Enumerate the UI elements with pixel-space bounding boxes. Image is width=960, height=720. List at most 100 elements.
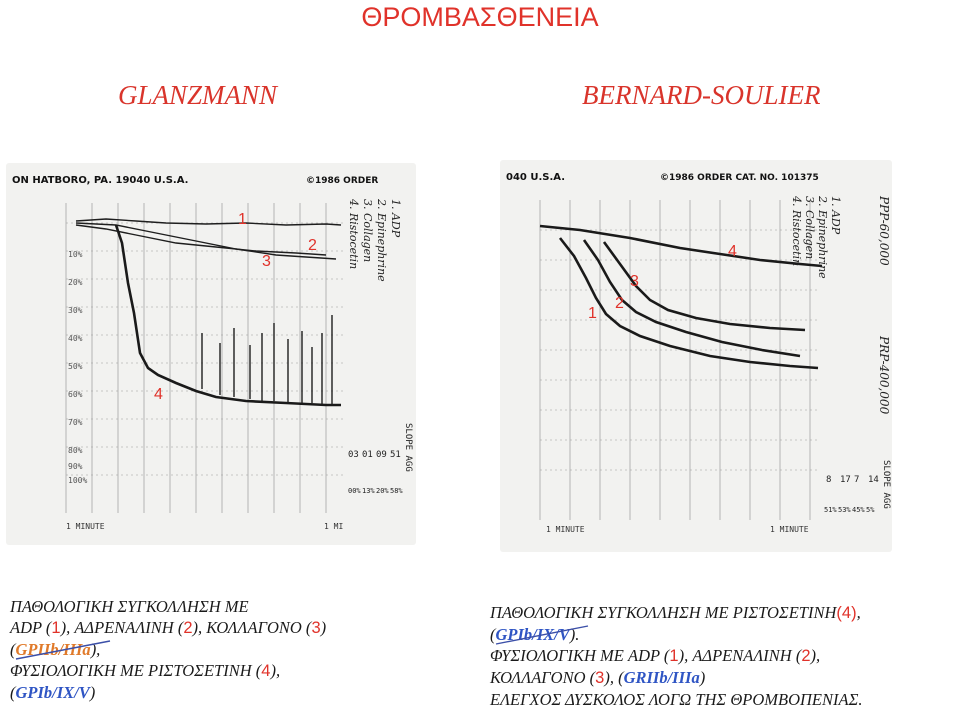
caption-line: ΠΑΘΟΛΟΓΙΚΗ ΣΥΓΚΟΛΛΗΣΗ ΜΕ ΡΙΣΤΟΣΕΤΙΝΗ(4),: [490, 602, 863, 624]
struck-receptor-gpib-ix-v: GPIb/IX/V: [495, 624, 588, 645]
right-slope-header: SLOPE AGG: [881, 460, 891, 509]
right-trace-label-1: 1: [588, 305, 597, 322]
left-slope-value: 51: [390, 450, 401, 460]
right-handwritten-prp: PRP-400,000: [877, 335, 891, 415]
caption-text: ).: [569, 625, 580, 644]
right-side-label: 4. Ristocetin: [790, 195, 803, 266]
left-traces: [75, 218, 342, 407]
left-tick: 60%: [68, 390, 83, 399]
receptor-name: GPIb/IX/V: [495, 625, 570, 644]
left-agg-value: 13%: [362, 487, 375, 495]
right-side-label: 1. ADP: [829, 196, 842, 235]
left-slope-value: 03: [348, 450, 359, 460]
left-values: 03 01 09 51 00% 13% 20% 58%: [348, 450, 403, 495]
right-trace-label-2: 2: [615, 295, 624, 312]
right-handwritten-ppp: PPP-60,000: [877, 195, 891, 266]
caption-text: ): [89, 683, 96, 702]
left-grid: [65, 203, 346, 513]
page-title: ΘΡΟΜΒΑΣΘΕΝΕΙΑ: [361, 2, 599, 32]
left-trace-4-spikes: [201, 315, 333, 405]
right-trace-label-3: 3: [630, 273, 639, 290]
left-tick: 50%: [68, 362, 83, 371]
left-agg-value: 58%: [390, 487, 403, 495]
left-scan-header: ON HATBORO, PA. 19040 U.S.A.: [12, 175, 188, 186]
right-slope-value: 17: [840, 475, 851, 485]
left-tick: 10%: [68, 250, 83, 259]
left-tick: 80%: [68, 446, 83, 455]
caption-line: ΦΥΣΙΟΛΟΓΙΚΗ ΜΕ ΡΙΣΤΟΣΕΤΙΝΗ (4),: [10, 660, 326, 682]
agonist-number: 3: [311, 619, 321, 637]
left-tick: 70%: [68, 418, 83, 427]
caption-text: ), (: [604, 668, 624, 687]
left-tick: 100%: [68, 476, 87, 485]
left-slope-header: SLOPE AGG: [403, 423, 413, 472]
receptor-name: GPIIb/IIIa: [15, 640, 91, 659]
left-tick: 20%: [68, 278, 83, 287]
left-minute-label-right: 1 MI: [324, 522, 343, 531]
left-minute-label: 1 MINUTE: [66, 522, 105, 531]
left-side-labels: 1. ADP 2. Epinephrine 3. Collagen 4. Ris…: [347, 198, 402, 282]
right-side-label: 3. Collagen: [803, 196, 816, 259]
right-trace-1: [558, 237, 819, 370]
left-trace-label-1: 1: [238, 211, 247, 228]
left-side-label: 2. Epinephrine: [375, 198, 388, 282]
right-trace-label-4: 4: [728, 243, 737, 260]
left-side-label: 4. Ristocetin: [347, 198, 360, 269]
right-trace-3: [602, 241, 806, 332]
caption-text: ΠΑΘΟΛΟΓΙΚΗ ΣΥΓΚΟΛΛΗΣΗ ΜΕ ΡΙΣΤΟΣΕΤΙΝΗ: [490, 603, 837, 622]
caption-text: (: [10, 683, 16, 702]
left-percent-ticks: 10% 20% 30% 40% 50% 60% 70% 80% 90% 100%: [68, 250, 87, 485]
agonist-number: 2: [183, 619, 193, 637]
agonist-number: 1: [669, 647, 679, 665]
agonist-number: 1: [51, 619, 61, 637]
right-slope-value: 14: [868, 475, 879, 485]
caption-text: ), ΚΟΛΛΑΓΟΝΟ (: [192, 618, 312, 637]
left-slope-value: 01: [362, 450, 373, 460]
right-grid: [539, 200, 820, 520]
caption-text: ,: [856, 603, 861, 622]
right-handwritten-counts: PPP-60,000 PRP-400,000: [877, 195, 891, 415]
caption-line: (GPIIb/IIIa),: [10, 639, 326, 660]
left-value-column: SLOPE AGG: [403, 423, 413, 472]
right-agg-value: 45%: [852, 506, 865, 514]
right-scan-copyright: ©1986 ORDER CAT. NO. 101375: [660, 173, 819, 183]
left-trace-label-3: 3: [262, 253, 271, 270]
caption-text: ): [320, 618, 327, 637]
left-trace-label-4: 4: [154, 386, 163, 403]
right-trace-4: [539, 224, 823, 268]
left-trace-4: [114, 224, 341, 407]
receptor-name: GRIIb/IIIa: [623, 668, 700, 687]
caption-text: ), ΑΔΡΕΝΑΛΙΝΗ (: [678, 646, 802, 665]
caption-text: ),: [90, 640, 101, 659]
left-side-label: 3. Collagen: [361, 199, 374, 262]
bernard-soulier-aggregometry-scan: 040 U.S.A. ©1986 ORDER CAT. NO. 101375 1…: [500, 160, 892, 552]
right-minute-label: 1 MINUTE: [546, 525, 585, 534]
left-trace-2: [75, 222, 337, 260]
caption-text: ),: [810, 646, 821, 665]
caption-text: ),: [270, 661, 281, 680]
right-agg-value: 5%: [866, 506, 875, 514]
caption-text: ), ΑΔΡΕΝΑΛΙΝΗ (: [60, 618, 184, 637]
right-value-column: SLOPE AGG: [881, 460, 891, 509]
caption-text: ADP (: [10, 618, 52, 637]
glanzmann-heading: GLANZMANN: [118, 80, 278, 110]
right-slope-value: 7: [854, 475, 859, 485]
right-side-labels: 1. ADP 2. Epinephrine 3. Collagen 4. Ris…: [790, 195, 842, 279]
glanzmann-aggregometry-scan: ON HATBORO, PA. 19040 U.S.A. ©1986 ORDER…: [6, 163, 416, 545]
strike-through-line: [15, 640, 110, 660]
caption-text: (: [10, 640, 16, 659]
bernard-soulier-caption: ΠΑΘΟΛΟΓΙΚΗ ΣΥΓΚΟΛΛΗΣΗ ΜΕ ΡΙΣΤΟΣΕΤΙΝΗ(4),…: [490, 602, 863, 710]
caption-line: ΕΛΕΓΧΟΣ ΔΥΣΚΟΛΟΣ ΛΟΓΩ ΤΗΣ ΘΡΟΜΒΟΠΕΝΙΑΣ.: [490, 689, 863, 710]
agonist-number: 4: [261, 662, 271, 680]
strike-through-line: [495, 625, 588, 645]
struck-receptor-gpiib-iiia: GPIIb/IIIa: [15, 639, 110, 660]
right-traces: [539, 224, 823, 370]
right-minute-label-right: 1 MINUTE: [770, 525, 809, 534]
left-agg-value: 20%: [376, 487, 389, 495]
left-tick: 40%: [68, 334, 83, 343]
right-agg-value: 51%: [824, 506, 837, 514]
agonist-number: (4): [836, 604, 857, 622]
right-agg-value: 53%: [838, 506, 851, 514]
caption-text: ): [699, 668, 706, 687]
right-trace-2: [582, 239, 801, 358]
